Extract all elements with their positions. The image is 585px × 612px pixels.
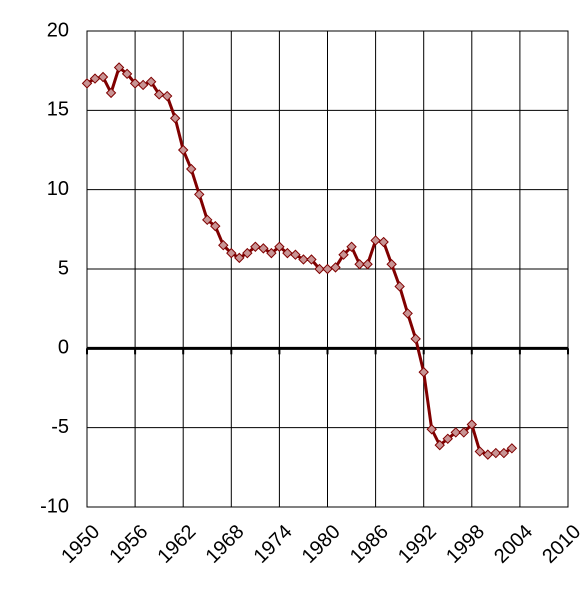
data-point [402,308,413,319]
x-tick-label: 1980 [298,521,345,568]
data-point [346,241,357,252]
data-point [113,62,125,73]
data-point [186,163,197,175]
x-tick-label: 1974 [250,521,297,568]
data-point [282,247,293,259]
x-tick-label: 1968 [202,521,249,568]
data-point [418,366,429,378]
y-tick-label: 0 [58,337,69,359]
x-tick-label: 2004 [490,521,537,568]
data-point [394,281,405,292]
x-tick-label: 1950 [57,521,104,568]
data-point [202,214,213,226]
y-tick-label: 20 [47,19,69,41]
data-point [338,249,349,260]
y-tick-label: -10 [40,495,69,517]
data-line [86,65,513,457]
data-point [290,249,301,260]
data-point [169,113,181,124]
data-point [298,254,309,265]
data-point [226,247,237,259]
x-tick-label: 1998 [442,521,489,568]
y-tick-label: 5 [58,257,69,279]
data-point [194,189,205,200]
data-point [442,433,453,444]
data-point [490,447,502,459]
y-tick-label: -5 [51,416,69,438]
data-point [450,427,461,438]
data-point [234,252,245,264]
data-point [354,259,365,270]
data-point [322,263,333,275]
data-point [314,263,325,275]
data-point [410,333,421,345]
data-point [218,239,229,251]
data-point [370,235,381,246]
data-point [258,243,269,254]
data-point [137,79,149,91]
data-point [250,241,261,252]
data-point [386,259,397,270]
data-point [506,443,518,454]
data-point [210,220,221,232]
data-point [378,236,389,248]
x-tick-label: 1992 [394,521,441,568]
x-tick-label: 1962 [153,521,200,568]
data-point [458,427,469,438]
y-tick-label: 15 [47,99,69,121]
data-point [105,87,117,99]
data-point [161,90,173,102]
data-point [274,241,285,252]
data-point [306,254,317,265]
data-point [177,144,189,156]
data-point [145,76,157,87]
data-point [498,447,510,459]
data-point [474,446,486,457]
data-point [466,419,478,430]
data-point [330,262,341,273]
data-point [129,78,141,89]
x-tick-label: 1986 [346,521,393,568]
data-point [121,68,133,80]
y-tick-label: 10 [47,178,69,200]
x-tick-label: 2010 [538,521,585,568]
data-point [266,247,277,259]
data-point [426,424,437,435]
data-point [362,259,373,270]
data-point [242,247,253,259]
data-point [153,89,165,100]
data-point [434,439,445,451]
x-tick-label: 1956 [105,521,152,568]
data-point [81,78,93,89]
data-point [97,71,109,83]
